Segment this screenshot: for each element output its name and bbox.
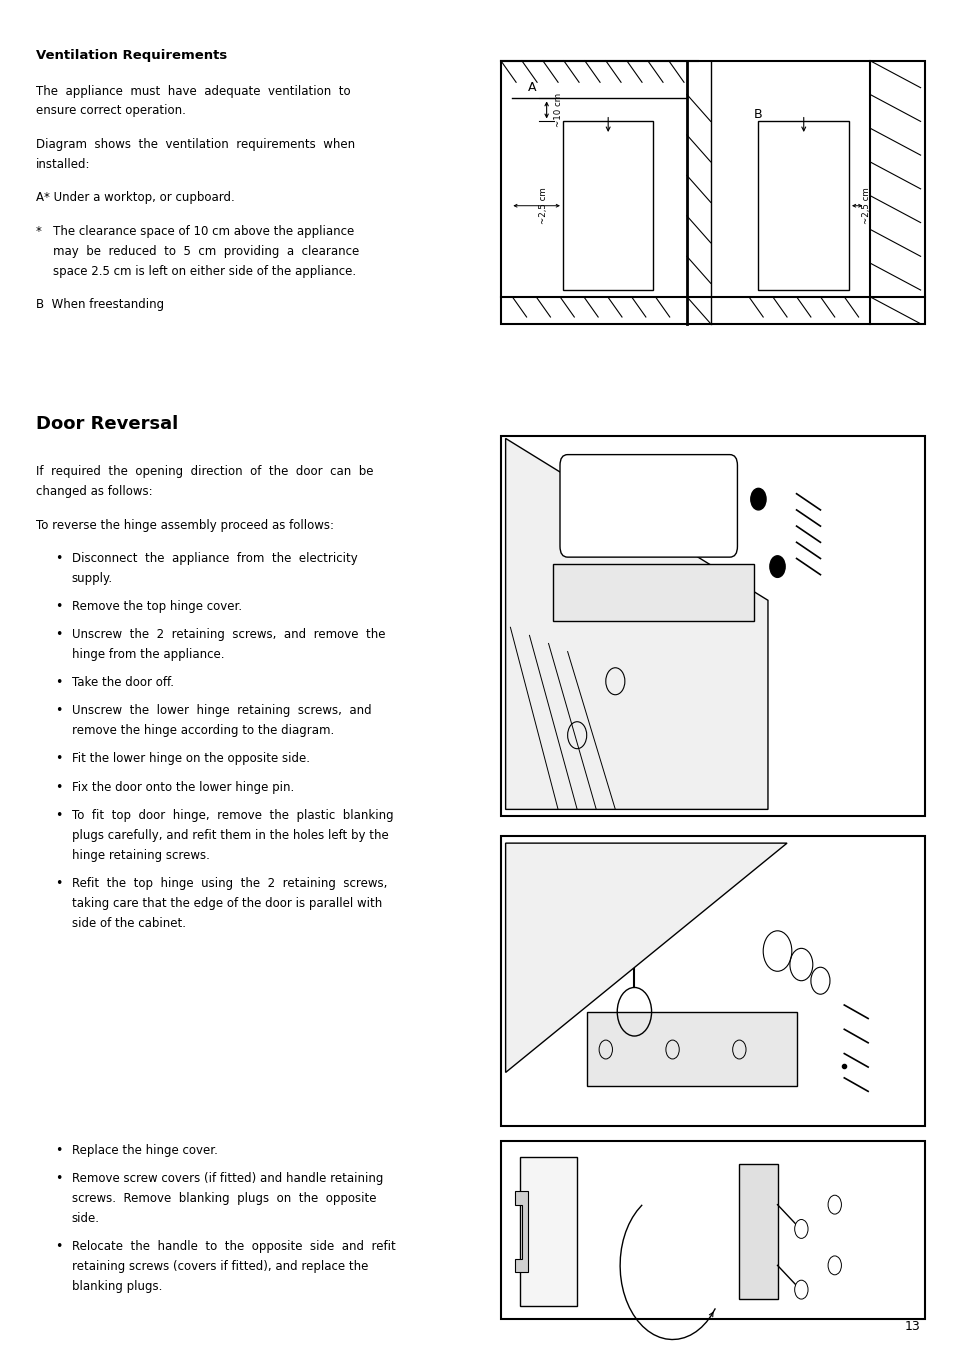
Text: •: • [55,877,63,889]
Text: Remove the top hinge cover.: Remove the top hinge cover. [71,600,241,614]
Text: •: • [55,704,63,718]
Text: hinge from the appliance.: hinge from the appliance. [71,649,224,661]
Text: Diagram  shows  the  ventilation  requirements  when: Diagram shows the ventilation requiremen… [36,138,355,151]
Text: may  be  reduced  to  5  cm  providing  a  clearance: may be reduced to 5 cm providing a clear… [53,244,359,258]
Text: •: • [55,600,63,614]
Text: Refit  the  top  hinge  using  the  2  retaining  screws,: Refit the top hinge using the 2 retainin… [71,877,387,889]
Text: Take the door off.: Take the door off. [71,676,173,689]
Polygon shape [515,1191,527,1272]
Text: •: • [55,781,63,793]
Bar [758,121,848,290]
Bar [553,564,753,621]
Polygon shape [505,843,786,1072]
Text: Fit the lower hinge on the opposite side.: Fit the lower hinge on the opposite side… [71,753,309,765]
Text: installed:: installed: [36,158,91,171]
Text: space 2.5 cm is left on either side of the appliance.: space 2.5 cm is left on either side of t… [53,264,356,278]
Text: Disconnect  the  appliance  from  the  electricity: Disconnect the appliance from the electr… [71,552,357,565]
Text: changed as follows:: changed as follows: [36,486,152,498]
Text: plugs carefully, and refit them in the holes left by the: plugs carefully, and refit them in the h… [71,828,388,842]
FancyBboxPatch shape [559,455,737,557]
Bar [500,61,924,324]
Circle shape [794,1280,807,1299]
Bar [500,836,924,1126]
Bar [519,1157,577,1306]
Text: Fix the door onto the lower hinge pin.: Fix the door onto the lower hinge pin. [71,781,294,793]
Text: remove the hinge according to the diagram.: remove the hinge according to the diagra… [71,724,334,738]
Bar [500,436,924,816]
Text: •: • [55,552,63,565]
Text: •: • [55,753,63,765]
Text: Ventilation Requirements: Ventilation Requirements [36,49,227,62]
Text: Door Reversal: Door Reversal [36,415,178,433]
Text: screws.  Remove  blanking  plugs  on  the  opposite: screws. Remove blanking plugs on the opp… [71,1193,375,1205]
Text: ~2,5 cm: ~2,5 cm [538,188,548,224]
Text: •: • [55,808,63,822]
Text: B: B [753,108,761,121]
Bar [500,1141,924,1319]
Text: To reverse the hinge assembly proceed as follows:: To reverse the hinge assembly proceed as… [36,519,334,532]
Text: Unscrew  the  lower  hinge  retaining  screws,  and: Unscrew the lower hinge retaining screws… [71,704,371,718]
Bar [739,1164,777,1299]
Text: •: • [55,1240,63,1253]
Text: ensure correct operation.: ensure correct operation. [36,104,186,117]
Text: A* Under a worktop, or cupboard.: A* Under a worktop, or cupboard. [36,192,234,204]
Circle shape [769,556,784,577]
Text: Remove screw covers (if fitted) and handle retaining: Remove screw covers (if fitted) and hand… [71,1172,382,1184]
Text: Replace the hinge cover.: Replace the hinge cover. [71,1144,217,1157]
Circle shape [750,488,765,510]
Text: ~2,5 cm: ~2,5 cm [861,188,870,224]
Text: ~10 cm: ~10 cm [554,93,562,127]
Text: 13: 13 [903,1319,920,1333]
Circle shape [794,1219,807,1238]
Bar [562,121,653,290]
Text: •: • [55,629,63,641]
Text: side.: side. [71,1211,99,1225]
Text: taking care that the edge of the door is parallel with: taking care that the edge of the door is… [71,897,381,909]
Text: •: • [55,676,63,689]
Text: To  fit  top  door  hinge,  remove  the  plastic  blanking: To fit top door hinge, remove the plasti… [71,808,393,822]
Bar [586,1012,796,1086]
Text: hinge retaining screws.: hinge retaining screws. [71,849,210,862]
Text: If  required  the  opening  direction  of  the  door  can  be: If required the opening direction of the… [36,465,374,479]
Text: supply.: supply. [71,572,112,585]
Text: The  appliance  must  have  adequate  ventilation  to: The appliance must have adequate ventila… [36,85,351,97]
Text: blanking plugs.: blanking plugs. [71,1280,162,1292]
Text: B  When freestanding: B When freestanding [36,298,164,312]
Polygon shape [505,438,767,809]
Text: A: A [527,81,536,94]
Text: Relocate  the  handle  to  the  opposite  side  and  refit: Relocate the handle to the opposite side… [71,1240,395,1253]
Text: *   The clearance space of 10 cm above the appliance: * The clearance space of 10 cm above the… [36,225,355,237]
Text: •: • [55,1144,63,1157]
Text: Unscrew  the  2  retaining  screws,  and  remove  the: Unscrew the 2 retaining screws, and remo… [71,629,385,641]
Text: retaining screws (covers if fitted), and replace the: retaining screws (covers if fitted), and… [71,1260,368,1273]
Text: side of the cabinet.: side of the cabinet. [71,916,185,929]
Text: •: • [55,1172,63,1184]
